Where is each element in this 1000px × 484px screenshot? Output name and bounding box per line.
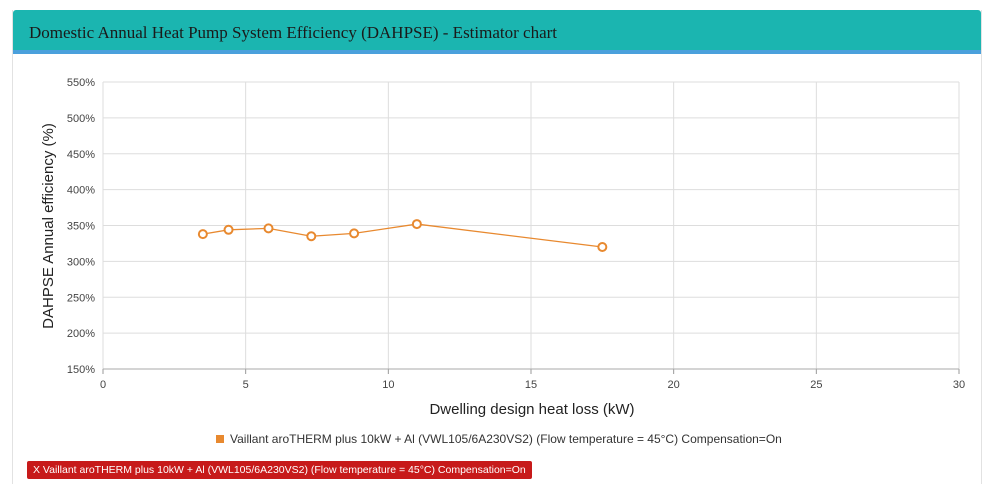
page-title: Domestic Annual Heat Pump System Efficie… xyxy=(29,23,558,42)
data-point[interactable] xyxy=(411,219,422,230)
y-tick-label: 300% xyxy=(67,256,95,268)
legend-swatch xyxy=(216,435,224,443)
chart-panel: Domestic Annual Heat Pump System Efficie… xyxy=(12,10,982,484)
data-point[interactable] xyxy=(597,242,608,253)
x-tick-label: 30 xyxy=(953,379,965,391)
x-axis-ticks: 0 5 10 15 20 25 30 xyxy=(100,379,965,391)
panel-header: Domestic Annual Heat Pump System Efficie… xyxy=(13,10,981,54)
data-point[interactable] xyxy=(306,231,317,242)
series-line xyxy=(202,223,603,248)
y-tick-label: 200% xyxy=(67,328,95,340)
data-point[interactable] xyxy=(263,223,274,234)
y-axis-title: DAHPSE Annual efficiency (%) xyxy=(40,123,57,329)
y-tick-label: 250% xyxy=(67,292,95,304)
chart-grid xyxy=(102,81,960,374)
y-tick-label: 150% xyxy=(67,364,95,376)
chart-legend[interactable]: Vaillant aroTHERM plus 10kW + Al (VWL105… xyxy=(216,431,782,447)
x-tick-label: 0 xyxy=(100,379,106,391)
y-tick-label: 450% xyxy=(67,149,95,161)
y-tick-label: 350% xyxy=(67,221,95,233)
data-point[interactable] xyxy=(349,228,360,239)
series-group xyxy=(197,219,608,253)
y-tick-label: 550% xyxy=(67,77,95,89)
data-point[interactable] xyxy=(197,229,208,240)
y-axis-ticks: 150% 200% 250% 300% 350% 400% 450% 500% 550% xyxy=(67,77,95,376)
x-tick-label: 15 xyxy=(525,379,537,391)
x-tick-label: 25 xyxy=(810,379,822,391)
y-tick-label: 400% xyxy=(67,185,95,197)
x-axis-title: Dwelling design heat loss (kW) xyxy=(429,401,634,418)
x-tick-label: 20 xyxy=(668,379,680,391)
data-point[interactable] xyxy=(223,224,234,235)
x-tick-label: 5 xyxy=(243,379,249,391)
y-tick-label: 500% xyxy=(67,113,95,125)
legend-label: Vaillant aroTHERM plus 10kW + Al (VWL105… xyxy=(230,432,782,446)
remove-series-button[interactable]: X Vaillant aroTHERM plus 10kW + Al (VWL1… xyxy=(27,461,532,479)
x-tick-label: 10 xyxy=(382,379,394,391)
